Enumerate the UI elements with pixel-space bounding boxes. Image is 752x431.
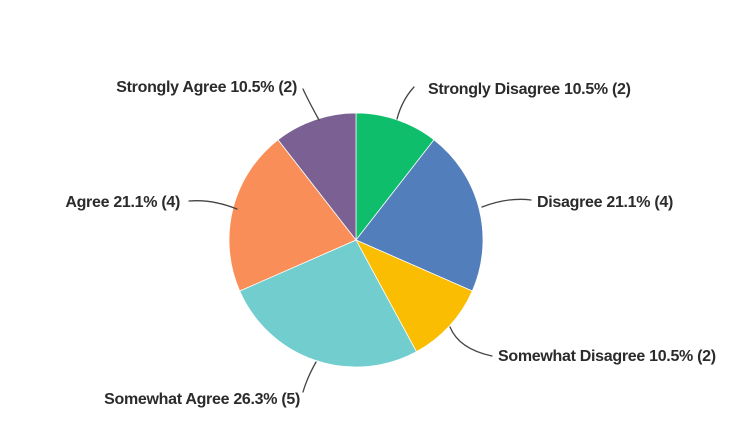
pie-slice-strongly-agree[interactable] <box>277 112 357 242</box>
leader-line-disagree <box>481 198 532 208</box>
leader-line-strongly-agree <box>302 88 320 121</box>
pie-slice-somewhat-disagree[interactable] <box>355 239 473 353</box>
leader-line-somewhat-disagree <box>449 326 493 357</box>
slice-label-agree: Agree 21.1% (4) <box>65 194 180 211</box>
slice-label-somewhat-disagree: Somewhat Disagree 10.5% (2) <box>498 348 716 365</box>
leader-line-agree <box>188 200 238 210</box>
leader-line-somewhat-agree <box>302 361 317 393</box>
slice-label-strongly-agree: Strongly Agree 10.5% (2) <box>116 79 297 96</box>
leader-lines-group <box>188 86 532 393</box>
pie-slice-strongly-disagree[interactable] <box>355 112 435 242</box>
slice-label-somewhat-agree: Somewhat Agree 26.3% (5) <box>104 391 300 408</box>
pie-slices-group <box>228 112 484 368</box>
leader-line-strongly-disagree <box>396 86 415 120</box>
pie-slice-agree[interactable] <box>228 139 357 292</box>
slice-label-strongly-disagree: Strongly Disagree 10.5% (2) <box>428 81 631 98</box>
pie-slice-disagree[interactable] <box>355 139 484 292</box>
slice-label-disagree: Disagree 21.1% (4) <box>537 194 674 211</box>
